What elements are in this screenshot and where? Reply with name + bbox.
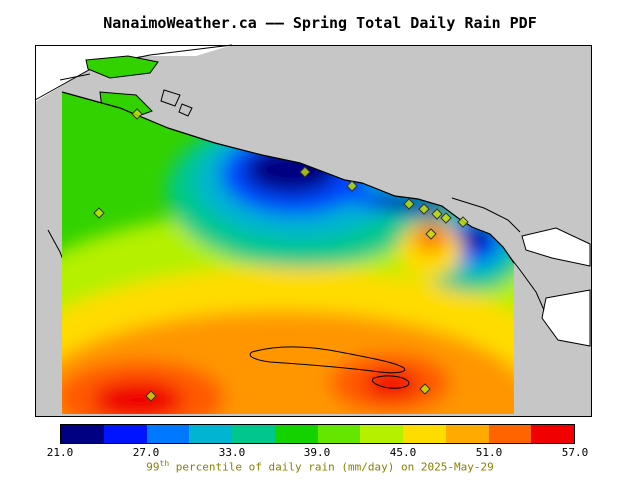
colorbar-segment xyxy=(189,425,232,443)
station-marker xyxy=(131,108,143,120)
colorbar-segment xyxy=(103,425,147,443)
station-marker xyxy=(425,228,437,240)
colorbar-segment xyxy=(232,425,275,443)
colorbar-segments xyxy=(61,425,574,443)
station-marker xyxy=(346,180,358,192)
island xyxy=(160,89,181,107)
station-marker xyxy=(440,212,452,224)
coastline-trace xyxy=(372,375,410,389)
colorbar-segment xyxy=(61,425,104,443)
coastline-trace xyxy=(249,346,406,374)
station-marker xyxy=(419,383,431,395)
station-marker xyxy=(93,207,105,219)
chart-caption: 99th percentile of daily rain (mm/day) o… xyxy=(0,459,640,474)
colorbar-tick: 39.0 xyxy=(303,446,331,459)
map-border xyxy=(35,45,592,417)
colorbar-segment xyxy=(403,425,446,443)
station-marker xyxy=(403,198,415,210)
caption-prefix: 99 xyxy=(146,460,160,474)
caption-superscript: th xyxy=(159,459,170,468)
colorbar xyxy=(60,424,575,444)
station-marker xyxy=(457,216,469,228)
inlet-water xyxy=(541,289,591,347)
coastline-detail xyxy=(59,73,91,81)
colorbar-segment xyxy=(531,425,574,443)
inlet-water xyxy=(521,227,591,267)
colorbar-segment xyxy=(360,425,403,443)
coastline-mainland xyxy=(451,197,521,233)
colorbar-tick: 57.0 xyxy=(561,446,589,459)
no-data-water xyxy=(35,45,232,102)
colorbar-tick: 51.0 xyxy=(475,446,503,459)
station-markers xyxy=(93,108,469,402)
caption-text: percentile of daily rain (mm/day) on 202… xyxy=(169,460,494,474)
station-marker xyxy=(299,166,311,178)
colorbar-segment xyxy=(146,425,190,443)
colorbar-tick: 27.0 xyxy=(132,446,160,459)
island xyxy=(178,103,193,117)
colorbar-segment xyxy=(317,425,361,443)
coastline-east xyxy=(61,91,515,264)
colorbar-segment xyxy=(274,425,318,443)
island xyxy=(85,55,159,79)
station-marker xyxy=(431,208,443,220)
colorbar-tick: 33.0 xyxy=(218,446,246,459)
colorbar-tick: 21.0 xyxy=(46,446,74,459)
station-marker xyxy=(145,390,157,402)
colorbar-segment xyxy=(488,425,532,443)
colorbar-tick: 45.0 xyxy=(389,446,417,459)
colorbar-segment xyxy=(445,425,489,443)
station-marker xyxy=(418,203,430,215)
page-title: NanaimoWeather.ca —— Spring Total Daily … xyxy=(103,14,537,32)
